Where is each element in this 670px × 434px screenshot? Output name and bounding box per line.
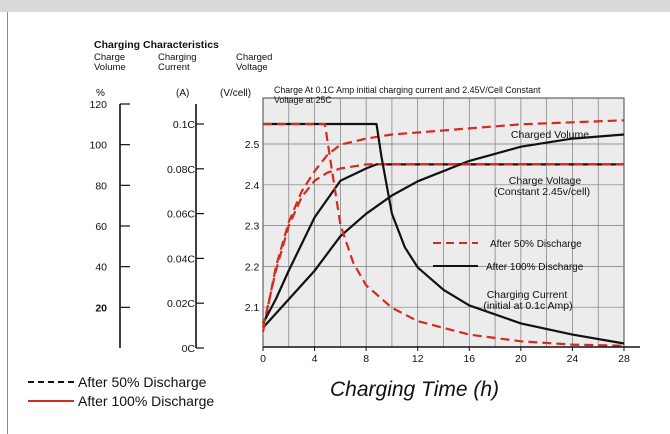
axis-header-2-1: Voltage	[236, 62, 268, 73]
axis-header-2-0: Charged	[236, 52, 272, 63]
legend-item-after-50: After 50% Discharge	[28, 372, 214, 391]
left-axes: 120 100 80 60 40 20 0.1C 0.08C 0.06C 0.04C 0.02C 0C…	[89, 99, 259, 355]
volume-tick-label: 20	[95, 302, 107, 314]
label-charged-volume: Charged Volume	[511, 129, 589, 141]
x-tick-label: 12	[412, 353, 424, 365]
series-charge-voltage-after-50	[261, 163, 624, 328]
series-charged-volume-after-100	[262, 133, 625, 329]
annotation: Charge At 0.1C Amp initial charging curr…	[274, 85, 541, 105]
chart-title: Charging Characteristics	[94, 39, 219, 51]
x-tick-label: 24	[567, 353, 579, 365]
curve-labels: Charged Volume Charge Voltage(Constant 2.…	[483, 129, 590, 312]
inner-legend-label-after-100: After 100% Discharge	[486, 262, 584, 273]
current-tick-label: 0.1C	[173, 119, 196, 131]
current-tick-label: 0.02C	[167, 298, 195, 310]
axis-header-0-0: Charge	[94, 52, 125, 63]
voltage-tick-label: 2.4	[245, 180, 260, 192]
window-top-bar	[0, 0, 670, 12]
voltage-tick-label: 2.3	[245, 221, 260, 233]
axis-unit-1: (A)	[176, 88, 189, 99]
volume-tick-label: 60	[95, 221, 107, 233]
x-tick-label: 20	[515, 353, 527, 365]
volume-tick-label: 100	[89, 140, 107, 152]
series-charging-current-after-50	[263, 122, 625, 347]
label-charging-current-sub: (initial at 0.1c Amp)	[483, 300, 572, 312]
legend-swatch-solid	[28, 399, 74, 402]
inner-legend-label-after-50: After 50% Discharge	[490, 239, 582, 250]
series-charging-current-after-100	[263, 122, 625, 345]
legend-label-after-50: After 50% Discharge	[78, 373, 207, 390]
axis-unit-0: %	[96, 88, 105, 99]
label-charging-current: Charging Current	[487, 289, 568, 301]
current-tick-label: 0C	[182, 343, 196, 355]
annotation-line-2: Voltage at 25C	[274, 95, 332, 105]
annotation-line-1: Charge At 0.1C Amp initial charging curr…	[274, 85, 541, 95]
axis-header-1-0: Charging	[158, 52, 197, 63]
voltage-tick-label: 2.1	[245, 302, 260, 314]
voltage-tick-label: 2.5	[245, 139, 260, 151]
x-tick-label: 0	[260, 353, 266, 365]
inner-legend: After 50% Discharge After 100% Discharge	[433, 239, 584, 273]
voltage-tick-label: 2.2	[245, 261, 260, 273]
x-tick-label: 16	[463, 353, 475, 365]
outer-legend: After 50% Discharge After 100% Discharge	[28, 372, 214, 410]
label-charge-voltage-sub: (Constant 2.45v/cell)	[494, 186, 590, 198]
current-tick-label: 0.08C	[167, 164, 195, 176]
current-tick-label: 0.06C	[167, 209, 195, 221]
current-tick-label: 0.04C	[167, 253, 195, 265]
legend-swatch-dashed	[28, 380, 74, 383]
volume-tick-label: 40	[95, 262, 107, 274]
volume-tick-label: 120	[89, 99, 107, 111]
left-border-line	[7, 12, 8, 434]
series-group	[261, 119, 625, 347]
volume-tick-label: 80	[95, 180, 107, 192]
x-tick-label: 28	[618, 353, 630, 365]
x-tick-label: 8	[363, 353, 369, 365]
axis-header-0-1: Volume	[94, 62, 126, 73]
legend-item-after-100: After 100% Discharge	[28, 391, 214, 410]
legend-label-after-100: After 100% Discharge	[78, 392, 215, 409]
x-axis-title: Charging Time (h)	[330, 378, 500, 401]
x-axis: 0 4 8 12 16 20 24 28	[260, 346, 640, 365]
axis-header-1-1: Current	[158, 62, 190, 73]
series-charged-volume-after-50	[261, 119, 625, 332]
axis-unit-2: (V/cell)	[220, 88, 251, 99]
label-charge-voltage: Charge Voltage	[509, 175, 582, 187]
x-tick-label: 4	[312, 353, 318, 365]
